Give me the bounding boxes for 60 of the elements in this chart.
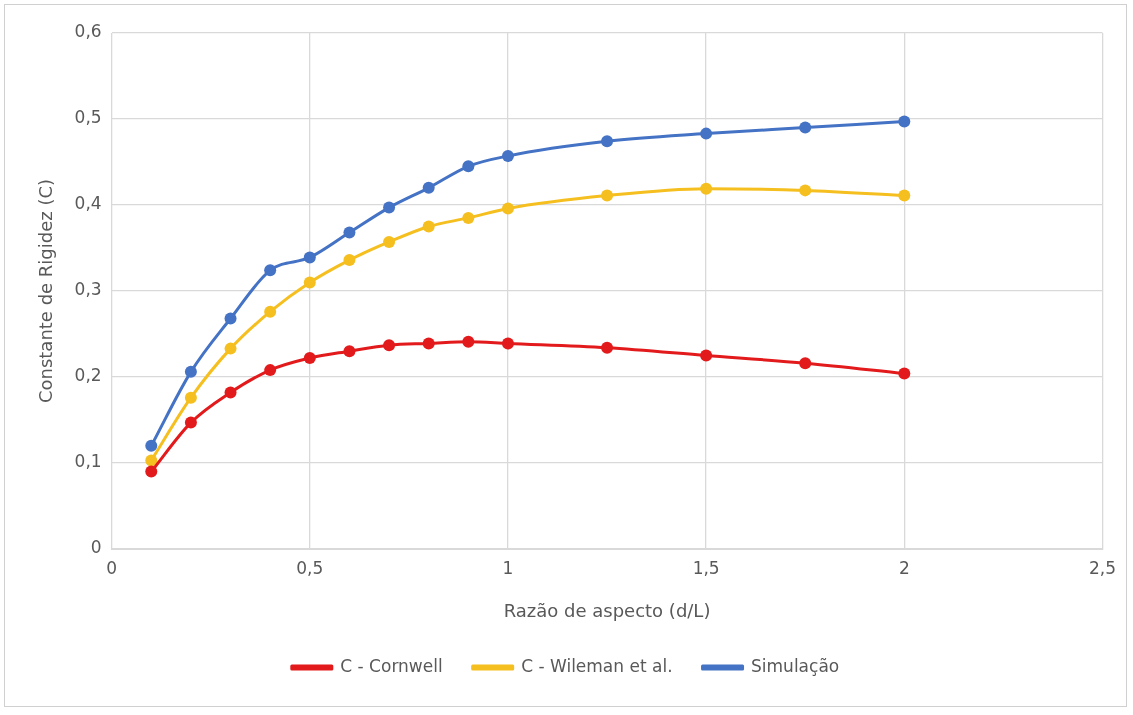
point bbox=[422, 181, 435, 194]
legend-label: C - Wileman et al. bbox=[521, 655, 673, 676]
point bbox=[303, 276, 316, 289]
y-tick-label: 0,5 bbox=[74, 107, 102, 128]
legend-label: C - Cornwell bbox=[340, 655, 443, 676]
point bbox=[343, 254, 356, 267]
point bbox=[601, 135, 614, 148]
point bbox=[383, 339, 396, 352]
x-tick-label: 2,5 bbox=[1088, 557, 1117, 578]
x-tick-label: 1,5 bbox=[692, 557, 720, 578]
y-tick-label: 0 bbox=[90, 537, 102, 558]
y-tick-label: 0,1 bbox=[74, 451, 102, 472]
point bbox=[145, 439, 158, 452]
y-axis-title: Constante de Rigidez (C) bbox=[35, 178, 57, 404]
point bbox=[184, 365, 197, 378]
y-tick-label: 0,2 bbox=[74, 365, 102, 386]
point bbox=[799, 184, 812, 197]
point bbox=[898, 189, 911, 202]
point bbox=[224, 342, 237, 355]
point bbox=[799, 357, 812, 370]
y-tick-label: 0,4 bbox=[74, 193, 102, 214]
point bbox=[264, 264, 277, 277]
point bbox=[383, 235, 396, 248]
point bbox=[264, 305, 277, 318]
y-tick-label: 0,3 bbox=[74, 279, 102, 300]
point bbox=[501, 202, 514, 215]
point bbox=[264, 364, 277, 377]
point bbox=[700, 349, 713, 362]
point bbox=[422, 337, 435, 350]
x-tick-label: 2 bbox=[898, 557, 910, 578]
y-tick-label: 0,6 bbox=[74, 21, 102, 42]
point bbox=[898, 115, 911, 128]
point bbox=[145, 454, 158, 467]
legend-label: Simulação bbox=[751, 655, 840, 676]
point bbox=[601, 341, 614, 354]
point bbox=[343, 345, 356, 358]
point bbox=[184, 391, 197, 404]
x-tick-label: 0,5 bbox=[296, 557, 324, 578]
point bbox=[700, 182, 713, 195]
point bbox=[383, 201, 396, 214]
point bbox=[601, 189, 614, 202]
point bbox=[462, 160, 475, 173]
point bbox=[184, 416, 197, 429]
point bbox=[462, 211, 475, 224]
point bbox=[224, 386, 237, 399]
point bbox=[799, 121, 812, 134]
point bbox=[145, 465, 158, 478]
point bbox=[224, 312, 237, 325]
point bbox=[501, 149, 514, 162]
point bbox=[343, 226, 356, 239]
point bbox=[700, 127, 713, 140]
point bbox=[898, 367, 911, 380]
point bbox=[462, 335, 475, 348]
x-tick-label: 0 bbox=[106, 557, 118, 578]
point bbox=[422, 220, 435, 233]
x-tick-label: 1 bbox=[502, 557, 514, 578]
x-axis-title: Razão de aspecto (d/L) bbox=[503, 599, 711, 621]
point bbox=[303, 352, 316, 365]
point bbox=[303, 251, 316, 264]
point bbox=[501, 337, 514, 350]
